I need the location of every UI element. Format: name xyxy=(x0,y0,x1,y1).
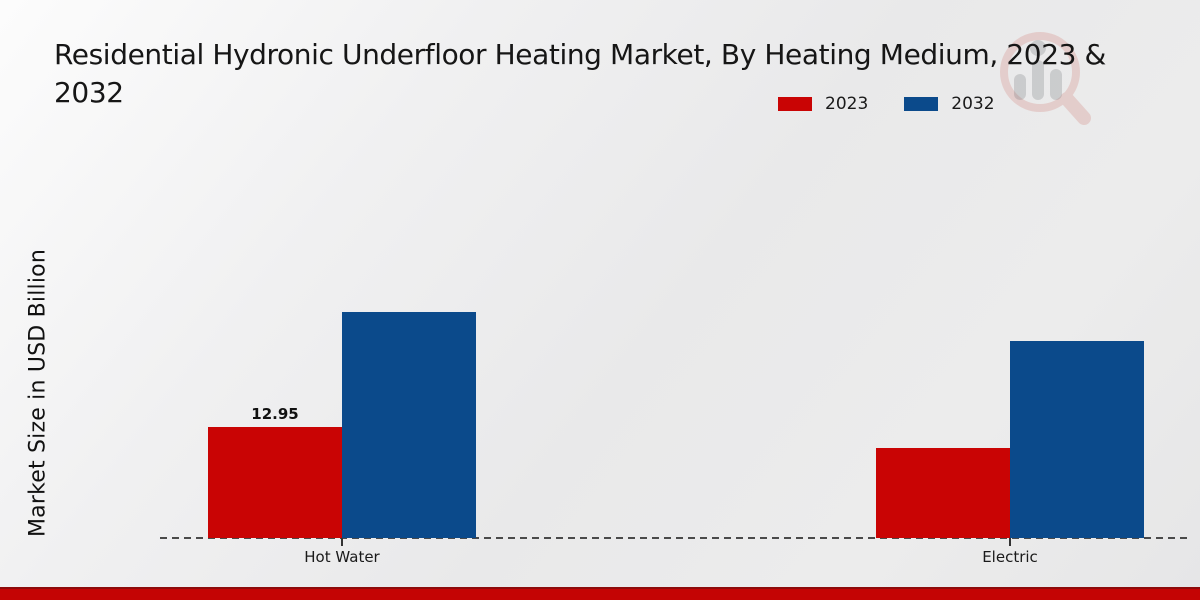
chart-title-line1: Residential Hydronic Underfloor Heating … xyxy=(54,38,1106,71)
chart-title-line2: 2032 xyxy=(54,76,124,109)
legend: 2023 2032 xyxy=(778,92,995,116)
bar-hot-water-2023 xyxy=(208,427,342,538)
legend-swatch-2023 xyxy=(778,97,812,111)
legend-label: 2032 xyxy=(951,94,995,114)
x-axis-tick xyxy=(341,538,343,546)
bar-hot-water-2032 xyxy=(342,312,476,538)
x-category-label: Electric xyxy=(982,548,1038,566)
bar-electric-2032 xyxy=(1010,341,1144,538)
bar-electric-2023 xyxy=(876,448,1010,538)
x-axis-tick xyxy=(1009,538,1011,546)
zero-baseline-dashed xyxy=(160,537,1192,539)
chart-title: Residential Hydronic Underfloor Heating … xyxy=(54,36,1199,112)
x-category-label: Hot Water xyxy=(304,548,380,566)
legend-label: 2023 xyxy=(825,94,869,114)
legend-item-2023: 2023 xyxy=(778,94,868,114)
footer-accent-bar xyxy=(0,587,1200,600)
bar-value-label: 12.95 xyxy=(251,405,299,423)
legend-item-2032: 2032 xyxy=(904,94,995,114)
legend-swatch-2032 xyxy=(904,97,939,111)
